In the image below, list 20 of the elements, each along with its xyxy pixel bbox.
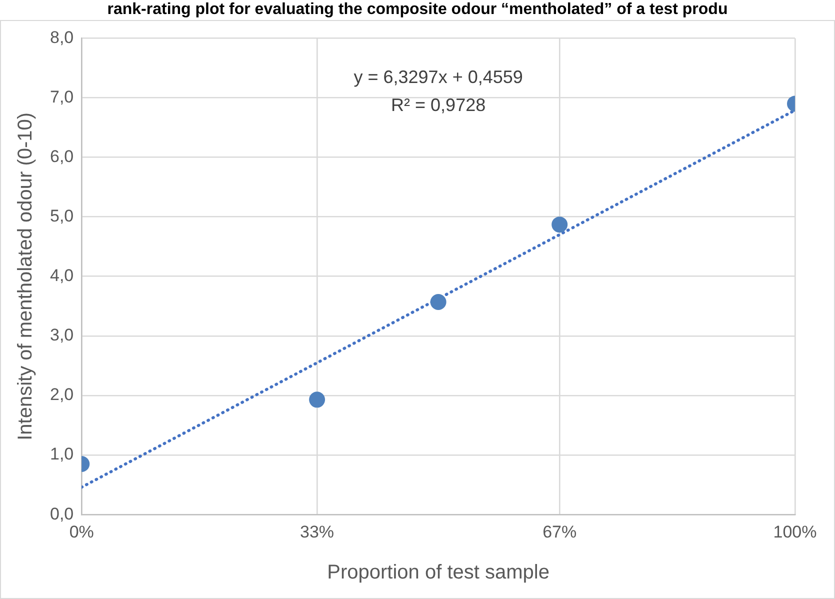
y-tick-label: 1,0 bbox=[50, 444, 74, 464]
x-tick-label: 0% bbox=[69, 522, 94, 542]
y-tick-label: 0,0 bbox=[50, 504, 74, 524]
point bbox=[430, 294, 446, 310]
y-tick-label: 3,0 bbox=[50, 326, 74, 345]
y-tick-label: 4,0 bbox=[50, 266, 74, 286]
y-tick-label: 8,0 bbox=[50, 28, 74, 47]
y-tick-label: 2,0 bbox=[50, 385, 74, 404]
x-axis-title: Proportion of test sample bbox=[327, 562, 550, 584]
y-tick-label: 7,0 bbox=[50, 87, 74, 106]
x-tick-label: 67% bbox=[542, 522, 577, 542]
chart-title: rank-rating plot for evaluating the composite odour “mentholated” of a test produ bbox=[106, 0, 729, 20]
y-axis-title: Intensity of mentholated odour (0-10) bbox=[14, 112, 37, 440]
x-tick-label: 33% bbox=[300, 522, 334, 542]
annotation: R² = 0,9728 bbox=[391, 95, 486, 116]
y-tick-label: 6,0 bbox=[50, 146, 74, 166]
x-tick-label: 100% bbox=[773, 522, 817, 542]
point bbox=[309, 392, 326, 408]
y-tick-label: 5,0 bbox=[50, 206, 74, 226]
annotation: y = 6,3297x + 0,4559 bbox=[354, 67, 523, 88]
